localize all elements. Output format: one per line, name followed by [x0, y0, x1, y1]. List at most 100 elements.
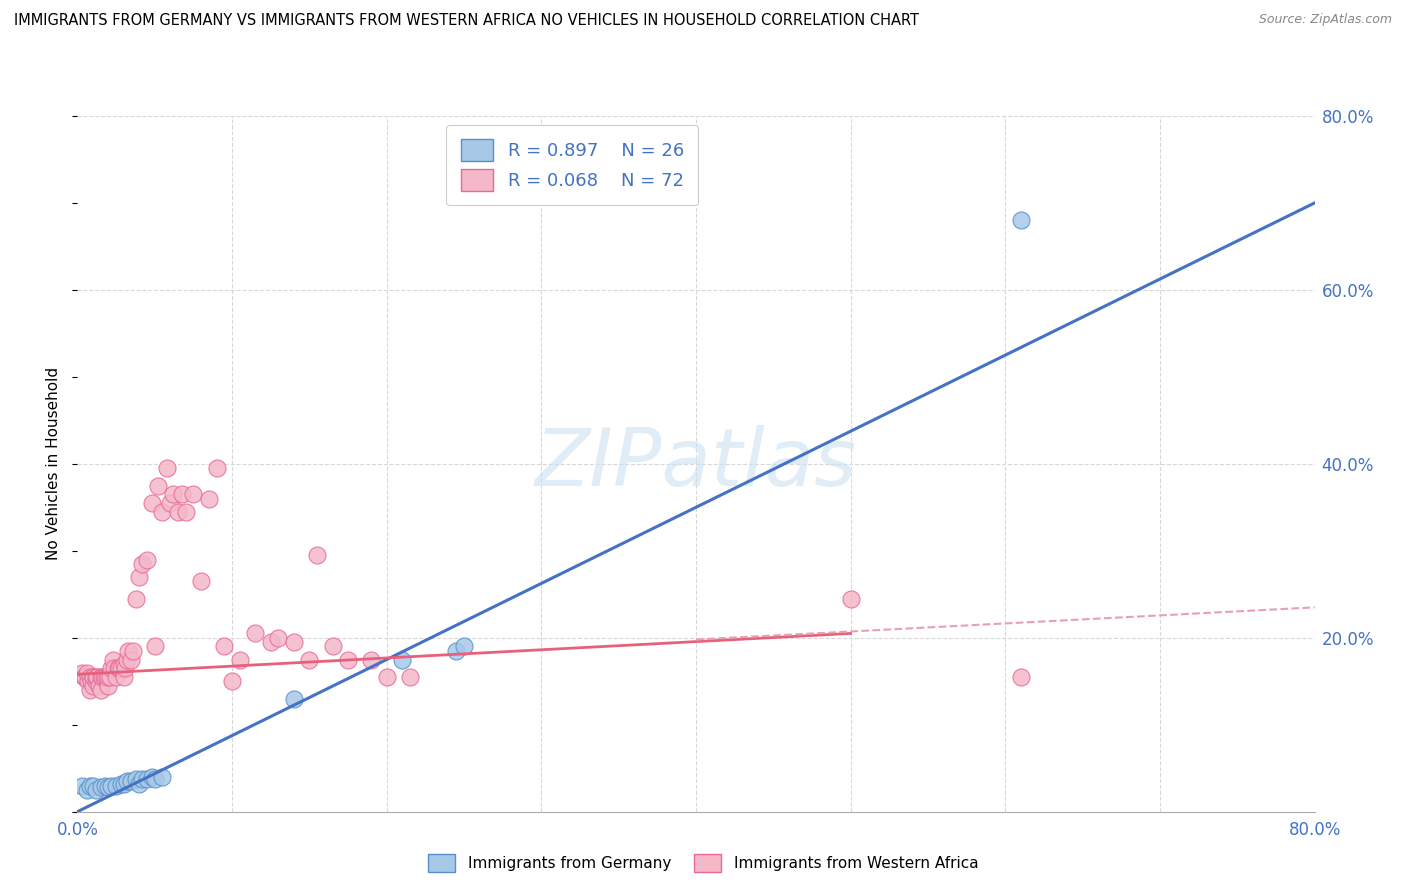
Point: [198, 491, 221, 506]
Point: [1010, 670, 1032, 684]
Point: [307, 548, 329, 562]
Point: [97, 679, 120, 693]
Point: [87, 679, 110, 693]
Point: [90, 670, 112, 684]
Point: [84, 674, 107, 689]
Point: [143, 772, 166, 786]
Point: [205, 461, 228, 475]
Point: [90, 780, 112, 795]
Point: [93, 670, 115, 684]
Point: [375, 670, 398, 684]
Point: [76, 665, 98, 680]
Point: [143, 640, 166, 654]
Point: [128, 777, 150, 791]
Legend: R = 0.897    N = 26, R = 0.068    N = 72: R = 0.897 N = 26, R = 0.068 N = 72: [446, 125, 699, 205]
Point: [110, 661, 132, 675]
Point: [72, 670, 94, 684]
Point: [229, 652, 252, 666]
Point: [221, 674, 243, 689]
Point: [152, 770, 174, 784]
Point: [298, 652, 321, 666]
Point: [79, 670, 101, 684]
Y-axis label: No Vehicles in Household: No Vehicles in Household: [46, 368, 62, 560]
Point: [167, 505, 190, 519]
Point: [70, 665, 93, 680]
Point: [110, 777, 132, 791]
Point: [114, 661, 136, 675]
Point: [122, 644, 145, 658]
Point: [121, 774, 143, 789]
Point: [1010, 213, 1032, 227]
Point: [115, 774, 138, 789]
Point: [839, 591, 862, 606]
Point: [128, 570, 150, 584]
Point: [214, 640, 236, 654]
Point: [174, 505, 197, 519]
Point: [79, 779, 101, 793]
Text: Source: ZipAtlas.com: Source: ZipAtlas.com: [1258, 13, 1392, 27]
Point: [117, 644, 139, 658]
Point: [172, 487, 194, 501]
Point: [112, 670, 135, 684]
Point: [125, 772, 148, 786]
Point: [70, 779, 93, 793]
Text: ZIPatlas: ZIPatlas: [534, 425, 858, 503]
Point: [80, 674, 103, 689]
Point: [98, 670, 121, 684]
Point: [105, 779, 128, 793]
Point: [267, 631, 290, 645]
Point: [399, 670, 422, 684]
Point: [100, 779, 122, 793]
Point: [283, 635, 305, 649]
Point: [97, 780, 120, 795]
Point: [112, 657, 135, 671]
Point: [125, 591, 148, 606]
Point: [156, 461, 179, 475]
Point: [283, 691, 305, 706]
Point: [337, 652, 360, 666]
Point: [91, 670, 114, 684]
Point: [141, 496, 163, 510]
Point: [97, 670, 120, 684]
Point: [322, 640, 344, 654]
Point: [77, 674, 100, 689]
Point: [245, 626, 267, 640]
Point: [391, 652, 413, 666]
Point: [108, 661, 131, 675]
Point: [107, 661, 129, 675]
Point: [360, 652, 382, 666]
Point: [136, 552, 159, 566]
Point: [79, 683, 101, 698]
Point: [112, 777, 135, 791]
Point: [100, 661, 122, 675]
Point: [131, 557, 153, 571]
Point: [76, 783, 98, 797]
Point: [159, 496, 181, 510]
Point: [101, 652, 124, 666]
Point: [96, 670, 118, 684]
Point: [190, 574, 212, 589]
Point: [136, 772, 159, 786]
Point: [152, 505, 174, 519]
Point: [121, 652, 143, 666]
Point: [94, 779, 117, 793]
Point: [115, 652, 138, 666]
Point: [183, 487, 205, 501]
Point: [260, 635, 283, 649]
Text: IMMIGRANTS FROM GERMANY VS IMMIGRANTS FROM WESTERN AFRICA NO VEHICLES IN HOUSEHO: IMMIGRANTS FROM GERMANY VS IMMIGRANTS FR…: [14, 13, 920, 29]
Point: [94, 670, 117, 684]
Point: [131, 772, 153, 786]
Legend: Immigrants from Germany, Immigrants from Western Africa: Immigrants from Germany, Immigrants from…: [420, 846, 986, 880]
Point: [146, 478, 169, 492]
Point: [84, 670, 107, 684]
Point: [446, 644, 468, 658]
Point: [90, 683, 112, 698]
Point: [75, 670, 96, 684]
Point: [84, 783, 107, 797]
Point: [453, 640, 475, 654]
Point: [162, 487, 184, 501]
Point: [82, 679, 104, 693]
Point: [82, 779, 104, 793]
Point: [103, 661, 125, 675]
Point: [82, 670, 104, 684]
